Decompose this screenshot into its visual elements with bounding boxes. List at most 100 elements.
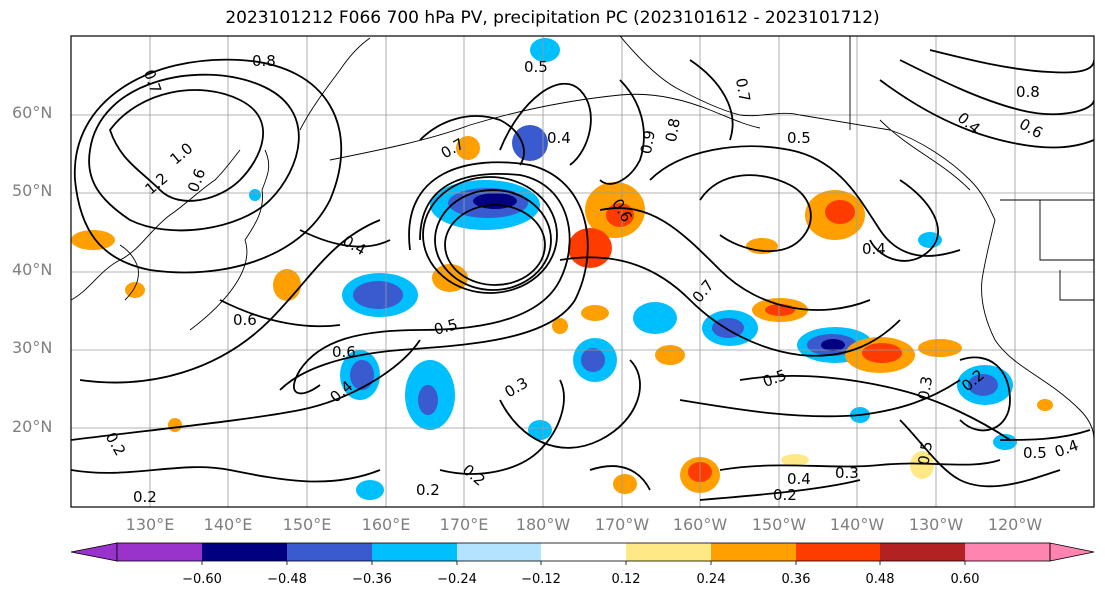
pv-contour bbox=[999, 429, 1091, 441]
pv-contour-label: 0.2 bbox=[459, 461, 489, 490]
lon-label-140e: 140°E bbox=[203, 515, 253, 534]
lon-label-120w: 120°W bbox=[987, 515, 1043, 534]
precip-blob bbox=[418, 385, 438, 415]
pv-contour bbox=[689, 59, 734, 141]
precip-blob bbox=[432, 264, 468, 292]
north-america-west-coast bbox=[981, 219, 1094, 441]
pv-contour-label: 0.7 bbox=[140, 67, 165, 96]
pv-contour-label: 0.6 bbox=[332, 343, 356, 361]
precip-blob bbox=[125, 282, 145, 298]
lat-label-40n: 40°N bbox=[12, 260, 53, 279]
precip-blob bbox=[350, 360, 374, 390]
pv-contour-label: 0.5 bbox=[760, 366, 789, 391]
colorbar-segment bbox=[626, 543, 711, 561]
pv-contours bbox=[71, 49, 1094, 501]
lon-label-150e: 150°E bbox=[282, 515, 332, 534]
pv-contour bbox=[434, 189, 552, 291]
pv-contour bbox=[739, 374, 1011, 441]
precip-blob bbox=[613, 474, 637, 494]
colorbar-tick-label: −0.36 bbox=[352, 572, 392, 587]
pv-contour-label: 0.3 bbox=[914, 375, 936, 402]
aleutian-arc bbox=[329, 93, 761, 161]
pv-contour bbox=[959, 356, 1011, 432]
precip-blob bbox=[273, 269, 301, 301]
graticule bbox=[71, 36, 1094, 507]
pv-contour-label: 0.6 bbox=[184, 166, 209, 195]
lon-label-180w: 180°W bbox=[515, 515, 571, 534]
pv-contour-label: 0.3 bbox=[835, 464, 859, 482]
pv-contour-label: 0.3 bbox=[501, 374, 531, 402]
pv-contour-label: 1.2 bbox=[142, 169, 172, 198]
precip-blob bbox=[528, 420, 552, 440]
precip-blob bbox=[71, 230, 115, 250]
precip-blob bbox=[633, 302, 677, 334]
precip-blob bbox=[530, 38, 560, 62]
lon-label-130w: 130°W bbox=[908, 515, 964, 534]
pv-contour bbox=[899, 419, 1061, 488]
colorbar-segment bbox=[457, 543, 541, 561]
colorbar-segment bbox=[372, 543, 457, 561]
lat-label-30n: 30°N bbox=[12, 338, 53, 357]
precip-blob bbox=[356, 480, 384, 500]
precip-blob bbox=[862, 343, 902, 363]
precip-blob bbox=[353, 281, 403, 309]
pv-contour bbox=[699, 174, 812, 253]
colorbar-segment bbox=[796, 543, 880, 561]
precip-blob bbox=[1037, 399, 1053, 411]
alaska-panhandle-islands bbox=[879, 119, 971, 191]
pv-contour-label: 0.4 bbox=[862, 240, 886, 258]
precip-shading bbox=[71, 38, 1053, 500]
pv-contour bbox=[422, 176, 558, 294]
colorbar-segment bbox=[202, 543, 287, 561]
colorbar-ticks bbox=[201, 561, 966, 565]
pv-contour bbox=[299, 229, 391, 248]
pv-contour-label: 0.4 bbox=[1052, 436, 1081, 461]
korea-peninsula bbox=[119, 244, 139, 301]
colorbar-segment bbox=[287, 543, 372, 561]
pv-contour bbox=[699, 479, 861, 501]
pv-contour bbox=[599, 207, 871, 311]
precip-blob bbox=[825, 200, 855, 224]
lon-label-160e: 160°E bbox=[361, 515, 411, 534]
pv-contour bbox=[599, 79, 645, 185]
pv-contour bbox=[869, 179, 939, 262]
colorbar-segment bbox=[880, 543, 965, 561]
colorbar-tick-label: 0.36 bbox=[781, 572, 811, 587]
pv-contour bbox=[439, 379, 565, 475]
lat-label-50n: 50°N bbox=[12, 181, 53, 200]
precip-blob bbox=[581, 348, 605, 372]
pv-contour bbox=[499, 83, 592, 166]
colorbar-extend-max bbox=[1049, 542, 1095, 562]
pv-contour bbox=[219, 299, 341, 328]
pv-contour-label: 0.5 bbox=[524, 58, 548, 76]
pv-contour-label: 0.7 bbox=[732, 77, 754, 104]
map-title: 2023101212 F066 700 hPa PV, precipitatio… bbox=[225, 8, 880, 28]
pv-contour bbox=[649, 145, 961, 257]
pv-contour bbox=[899, 59, 1094, 116]
precip-blob bbox=[781, 454, 809, 466]
japan-islands bbox=[189, 149, 270, 331]
colorbar-tick-label: 0.60 bbox=[950, 572, 980, 587]
pv-contour bbox=[279, 161, 589, 391]
colorbar-tick-label: −0.12 bbox=[521, 572, 561, 587]
colorbar-segment bbox=[965, 543, 1050, 561]
pv-contour bbox=[74, 58, 343, 274]
colorbar-segment bbox=[541, 543, 626, 561]
pv-contour-label: 1.0 bbox=[167, 139, 197, 168]
lon-label-170w: 170°W bbox=[594, 515, 650, 534]
coastlines bbox=[71, 36, 1094, 441]
us-canada-border bbox=[1000, 199, 1094, 301]
pv-contour-label: 0.6 bbox=[1016, 115, 1046, 143]
pv-contour-label: 0.8 bbox=[252, 52, 276, 70]
colorbar-tick-label: −0.60 bbox=[182, 572, 222, 587]
pv-contour-label: 0.5 bbox=[914, 440, 936, 467]
lat-label-20n: 20°N bbox=[12, 417, 53, 436]
colorbar-segment bbox=[117, 543, 202, 561]
pv-contour-label: 0.2 bbox=[773, 486, 797, 504]
pv-contour bbox=[679, 379, 961, 418]
kamchatka bbox=[299, 37, 371, 131]
lon-label-130e: 130°E bbox=[125, 515, 175, 534]
precip-blob bbox=[712, 318, 744, 338]
precip-blob bbox=[655, 345, 685, 365]
precip-blob bbox=[910, 451, 934, 479]
